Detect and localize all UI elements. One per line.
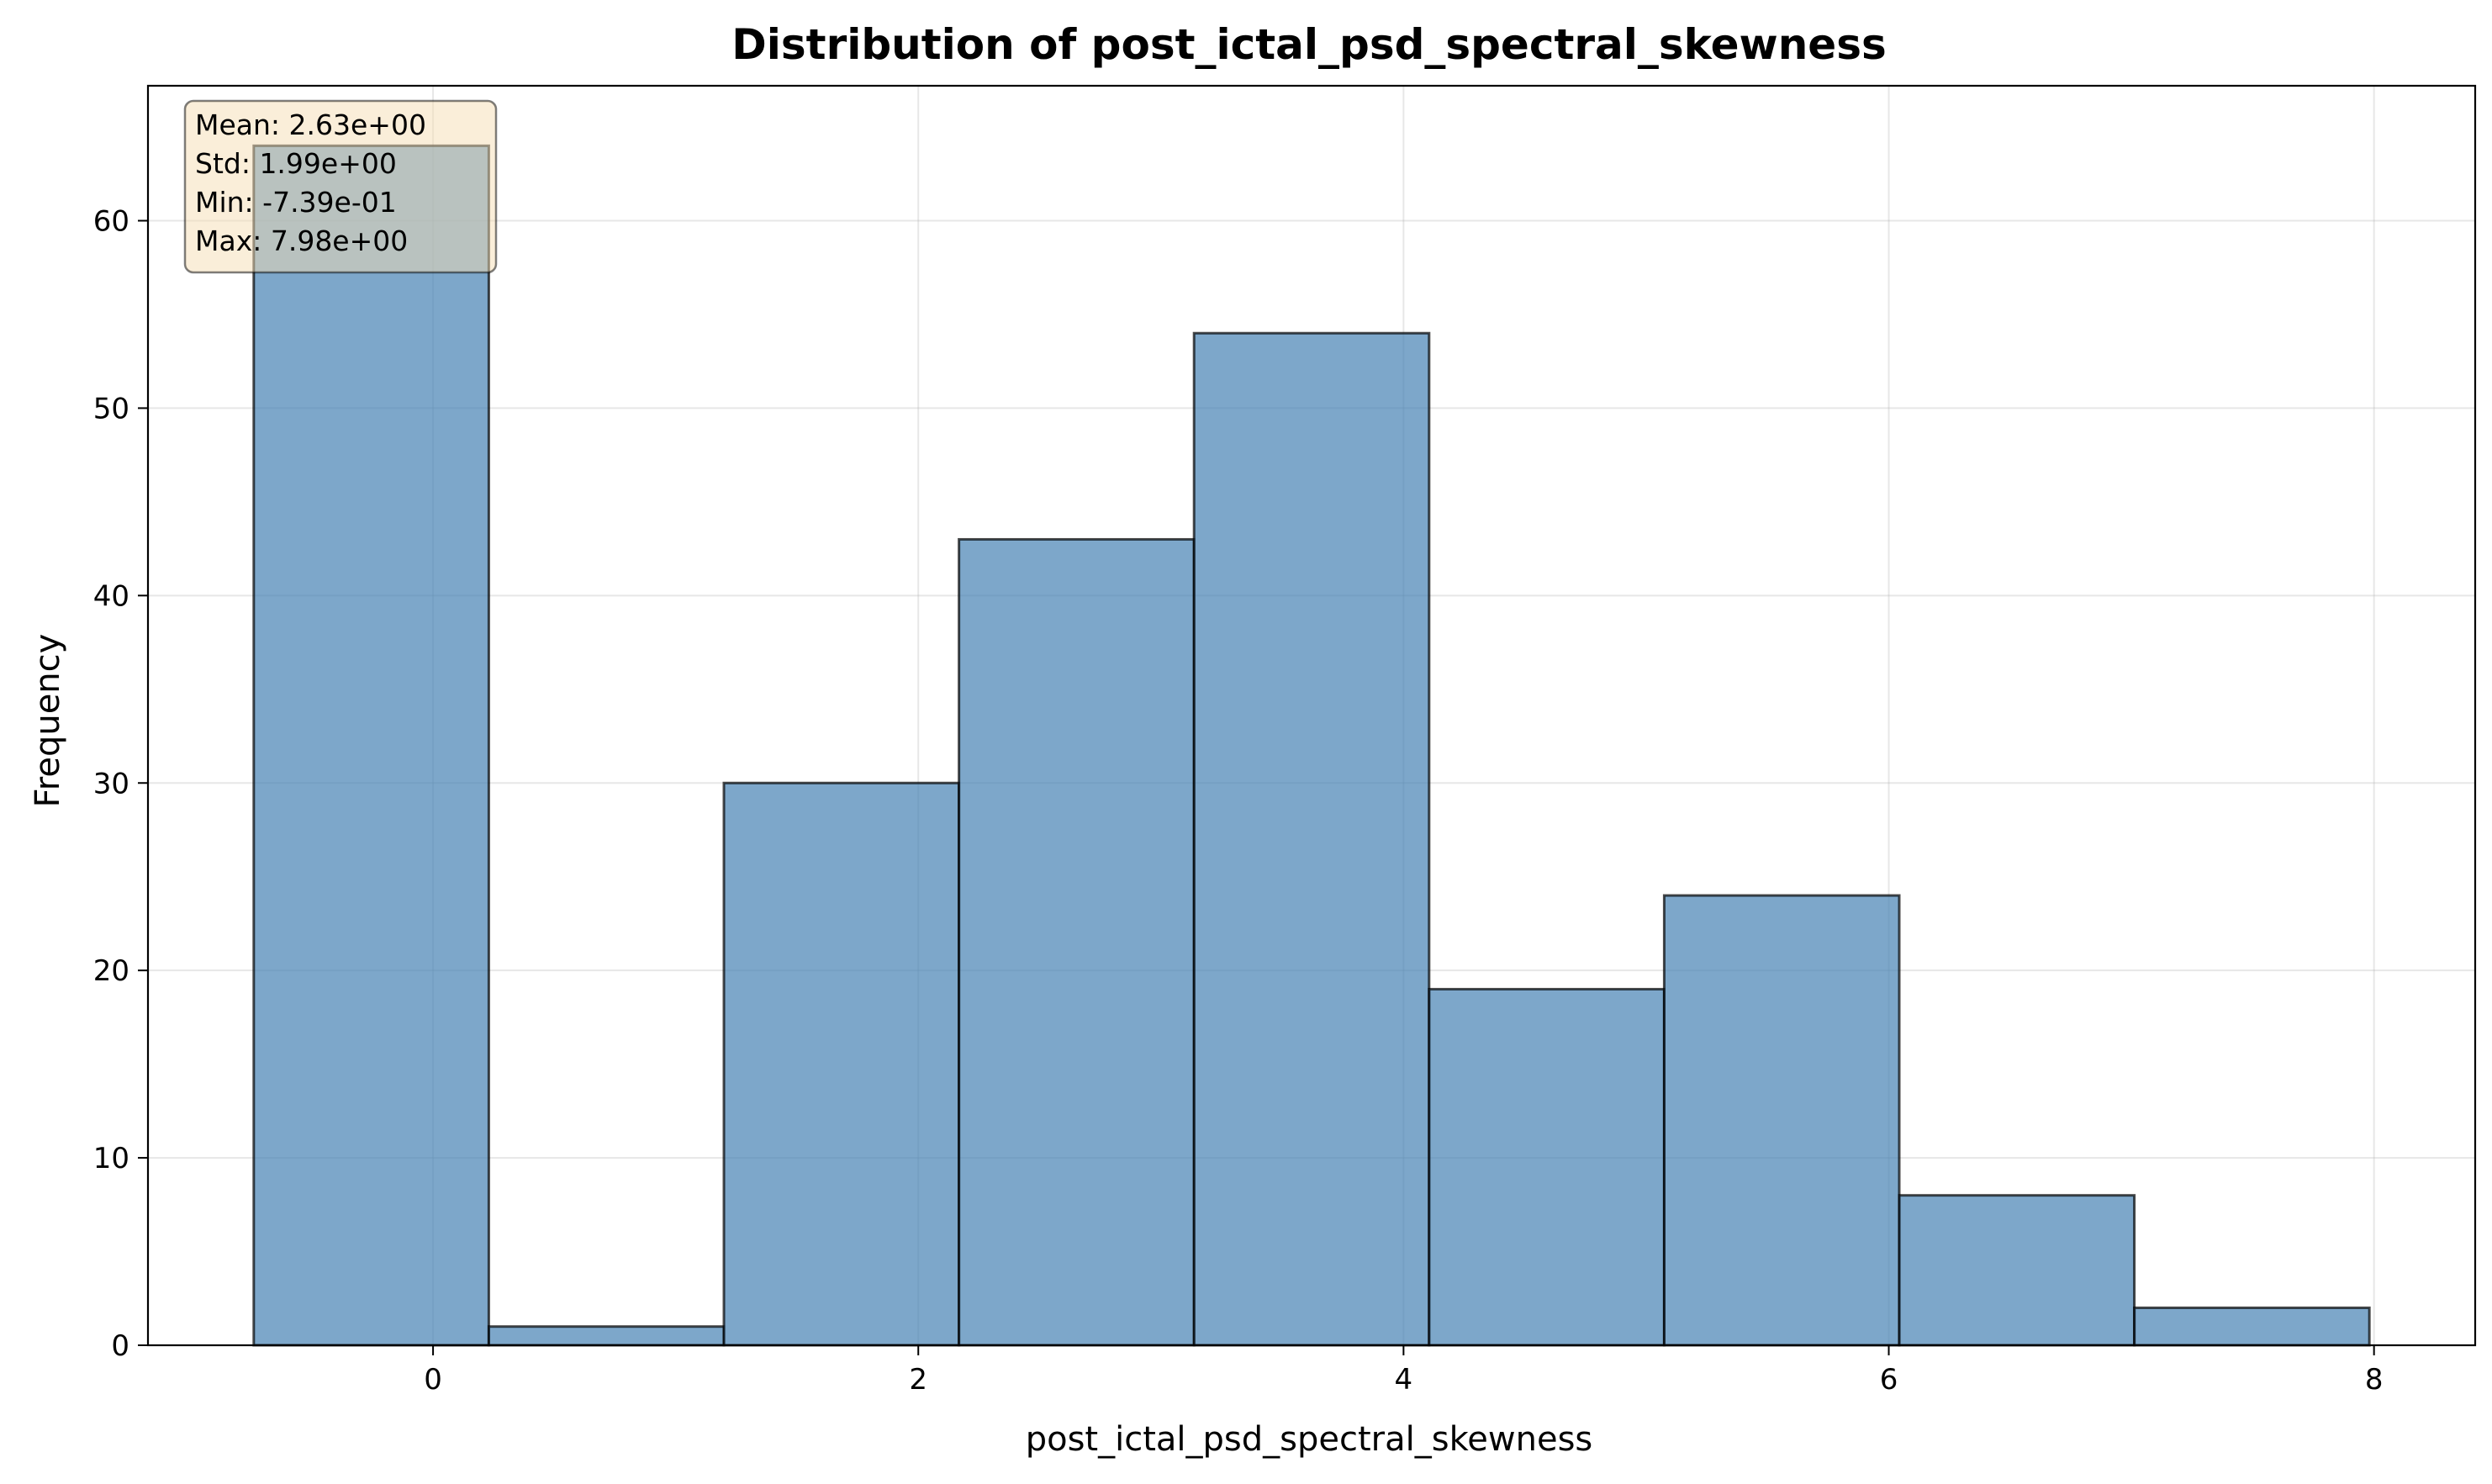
stats-line: Mean: 2.63e+00 [195, 108, 426, 141]
stats-box-background [183, 99, 498, 274]
x-tick-label: 0 [424, 1363, 442, 1397]
axis-ticks: 0 2 4 6 8 0 10 20 30 40 50 60 [93, 205, 2384, 1397]
stats-line: Std: 1.99e+00 [195, 147, 397, 180]
histogram-bar [1192, 331, 1431, 1347]
x-tick-label: 4 [1395, 1363, 1413, 1397]
y-tick-label: 0 [111, 1329, 129, 1363]
x-tick-label: 8 [2365, 1363, 2384, 1397]
y-axis-label: Frequency [29, 634, 67, 808]
y-tick-label: 30 [93, 767, 129, 800]
plot-area-frame [146, 84, 2477, 1347]
histogram-bar [252, 144, 490, 1347]
stats-line: Max: 7.98e+00 [195, 224, 408, 257]
histogram-bar [1428, 987, 1666, 1347]
histogram-bar [2133, 1306, 2371, 1347]
y-tick-label: 10 [93, 1142, 129, 1175]
y-tick-label: 50 [93, 392, 129, 425]
stats-box: Mean: 2.63e+00 Std: 1.99e+00 Min: -7.39e-0… [183, 99, 498, 274]
y-tick-label: 40 [93, 579, 129, 613]
histogram-bar [487, 1325, 726, 1347]
histogram-bar [1662, 894, 1901, 1347]
histogram-bar [958, 537, 1196, 1347]
x-tick-label: 2 [909, 1363, 927, 1397]
y-tick-label: 60 [93, 205, 129, 239]
x-tick-label: 6 [1880, 1363, 1898, 1397]
chart-title: Distribution of post_ictal_psd_spectral_… [731, 20, 1886, 69]
stats-line: Min: -7.39e-01 [195, 186, 397, 219]
x-axis-label: post_ictal_psd_spectral_skewness [1026, 1420, 1593, 1459]
histogram-bars [252, 144, 2371, 1347]
y-tick-label: 20 [93, 954, 129, 988]
histogram-bar [1898, 1194, 2136, 1347]
histogram-bar [722, 781, 961, 1347]
